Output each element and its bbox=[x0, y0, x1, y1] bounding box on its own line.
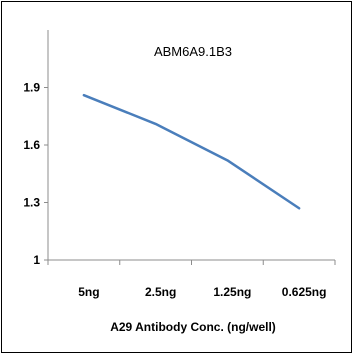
chart-title: ABM6A9.1B3 bbox=[154, 44, 232, 59]
y-tick-label: 1.9 bbox=[23, 81, 40, 95]
series-layer bbox=[82, 93, 301, 210]
x-axis-label: A29 Antibody Conc. (ng/well) bbox=[110, 320, 276, 334]
y-ticks: 1 1.3 1.6 1.9 bbox=[23, 81, 48, 267]
axes bbox=[47, 30, 335, 261]
x-tick-label: 5ng bbox=[78, 285, 99, 299]
x-ticks: 5ng 2.5ng 1.25ng 0.625ng bbox=[47, 260, 336, 299]
x-tick-label: 1.25ng bbox=[213, 285, 251, 299]
x-tick-label: 0.625ng bbox=[282, 285, 327, 299]
y-tick-label: 1 bbox=[33, 253, 40, 267]
y-tick-label: 1.6 bbox=[23, 138, 40, 152]
chart-frame bbox=[1, 1, 352, 353]
series-line-0 bbox=[82, 93, 301, 210]
y-tick-label: 1.3 bbox=[23, 196, 40, 210]
x-tick-label: 2.5ng bbox=[145, 285, 176, 299]
